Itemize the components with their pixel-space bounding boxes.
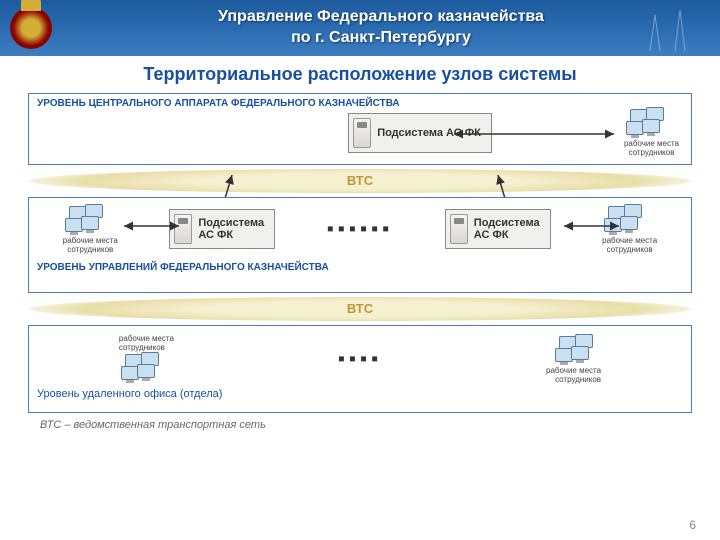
subsystem-label: Подсистема АС ФК xyxy=(377,127,481,139)
header-line2: по г. Санкт-Петербургу xyxy=(291,29,471,46)
server-icon xyxy=(353,118,371,148)
spire-icon xyxy=(640,5,700,51)
level-3-box: рабочие места сотрудников ▪▪▪▪ рабочие м… xyxy=(28,325,692,413)
monitor-cluster-icon xyxy=(553,334,601,366)
header-line1: Управление Федерального казначейства xyxy=(218,8,544,25)
level-1-box: УРОВЕНЬ ЦЕНТРАЛЬНОГО АППАРАТА ФЕДЕРАЛЬНО… xyxy=(28,93,692,165)
subsystem-box-central: Подсистема АС ФК xyxy=(348,113,492,153)
level-2-label: УРОВЕНЬ УПРАВЛЕНИЙ ФЕДЕРАЛЬНОГО КАЗНАЧЕЙ… xyxy=(37,262,683,273)
main-title: Территориальное расположение узлов систе… xyxy=(0,64,720,85)
workstations-l1: рабочие места сотрудников xyxy=(624,107,679,157)
header-title: Управление Федерального казначейства по … xyxy=(52,7,710,49)
vts-cloud-1: ВТС xyxy=(28,169,692,193)
vts-label-2: ВТС xyxy=(347,301,373,316)
level-2-box: рабочие места сотрудников Подсистема АС … xyxy=(28,197,692,293)
workstations-l2-right: рабочие места сотрудников xyxy=(602,204,657,254)
emblem-icon xyxy=(10,7,52,49)
footer-note: ВТС – ведомственная транспортная сеть xyxy=(40,419,680,431)
monitor-cluster-icon xyxy=(119,352,167,384)
ws-label-l3r: рабочие места сотрудников xyxy=(546,366,601,384)
monitor-cluster-icon xyxy=(602,204,650,236)
workstations-l3-left: рабочие места сотрудников xyxy=(119,334,174,384)
server-icon xyxy=(174,214,192,244)
subsystem-box-l2b: Подсистема АС ФК xyxy=(445,209,551,249)
page-header: Управление Федерального казначейства по … xyxy=(0,0,720,56)
ws-label-l1: рабочие места сотрудников xyxy=(624,139,679,157)
monitor-cluster-icon xyxy=(63,204,111,236)
subsystem-label-b: Подсистема АС ФК xyxy=(474,217,540,241)
page-number: 6 xyxy=(689,518,696,532)
workstations-l3-right: рабочие места сотрудников xyxy=(546,334,601,384)
ws-label-l3l: рабочие места сотрудников xyxy=(119,334,174,352)
level-1-label: УРОВЕНЬ ЦЕНТРАЛЬНОГО АППАРАТА ФЕДЕРАЛЬНО… xyxy=(37,98,683,109)
subsystem-box-l2a: Подсистема АС ФК xyxy=(169,209,275,249)
vts-label-1: ВТС xyxy=(347,173,373,188)
vts-cloud-2: ВТС xyxy=(28,297,692,321)
workstations-l2-left: рабочие места сотрудников xyxy=(63,204,118,254)
dots-l3: ▪▪▪▪ xyxy=(338,348,382,371)
subsystem-label-a: Подсистема АС ФК xyxy=(198,217,264,241)
server-icon xyxy=(450,214,468,244)
ws-label-l2l: рабочие места сотрудников xyxy=(63,236,118,254)
dots-l2: ▪▪▪▪▪▪ xyxy=(327,218,394,241)
monitor-cluster-icon xyxy=(624,107,672,139)
level-3-label: Уровень удаленного офиса (отдела) xyxy=(37,388,683,400)
ws-label-l2r: рабочие места сотрудников xyxy=(602,236,657,254)
